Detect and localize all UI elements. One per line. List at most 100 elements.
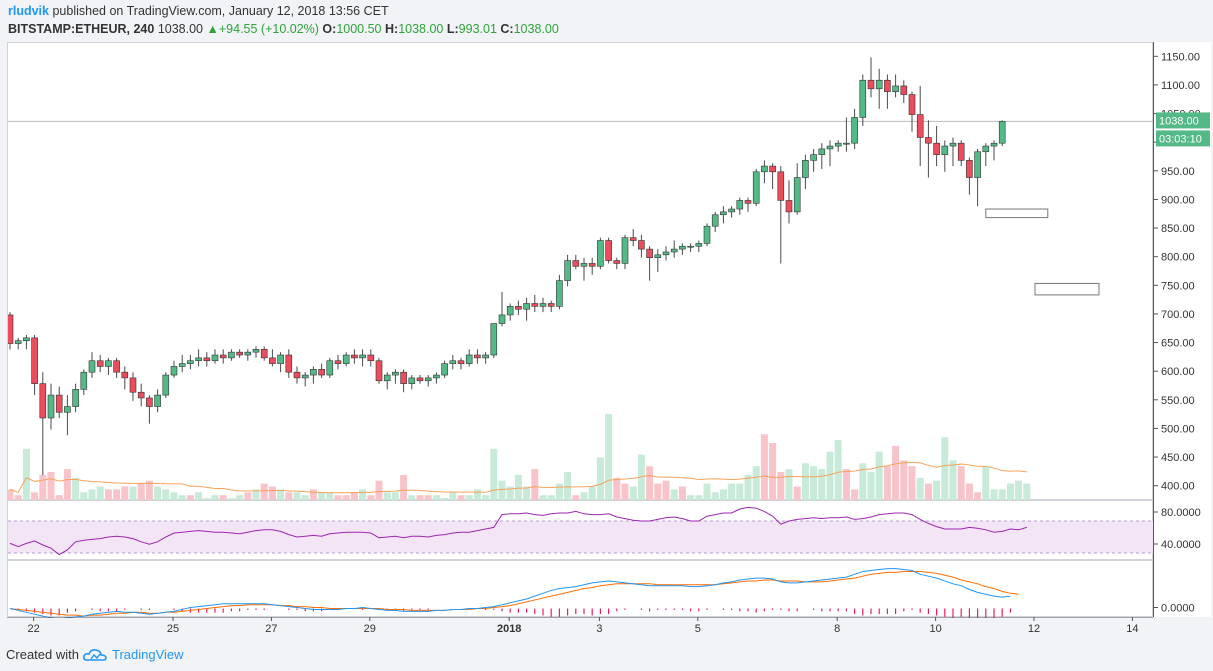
created-with-text: Created with — [6, 647, 79, 662]
volume-bar — [769, 442, 777, 501]
volume-bar — [498, 480, 506, 501]
candle-body — [818, 148, 826, 155]
volume-bar — [621, 483, 629, 501]
volume-bar — [22, 448, 30, 501]
price-pane[interactable] — [7, 42, 1154, 501]
volume-bar — [334, 495, 342, 501]
volume-bar — [473, 489, 481, 501]
candle-body — [170, 366, 178, 376]
volume-bar — [113, 489, 121, 501]
volume-bar — [908, 466, 916, 501]
volume-bar — [416, 495, 424, 501]
close-label: C: — [500, 22, 514, 36]
time-tick-label: 10 — [929, 623, 941, 635]
volume-bar — [375, 480, 383, 501]
volume-bar — [834, 440, 842, 501]
volume-bar — [596, 457, 604, 501]
macd-line — [9, 568, 1011, 618]
candle-body — [941, 145, 949, 155]
candle-body — [326, 360, 334, 376]
candle-body — [506, 306, 514, 316]
tradingview-link[interactable]: TradingView — [112, 647, 184, 662]
volume-bar — [55, 495, 63, 501]
candle-body — [334, 360, 342, 364]
candle-body — [72, 389, 79, 407]
candle-body — [613, 260, 621, 264]
volume-bar — [654, 483, 662, 501]
macd-chart — [9, 568, 1019, 618]
volume-bar — [39, 474, 47, 501]
candle-body — [162, 374, 170, 396]
macd-pane[interactable] — [7, 560, 1153, 618]
volume-bar — [8, 489, 14, 501]
volume-bar — [695, 495, 703, 501]
volume-bar — [350, 492, 358, 501]
price-tick-label: 700.00 — [1161, 309, 1195, 321]
volume-bar — [965, 483, 973, 501]
volume-bar — [178, 495, 186, 501]
close-value: 1038.00 — [513, 22, 559, 36]
candle-body — [703, 225, 711, 244]
volume-bar — [432, 495, 440, 501]
candle-body — [916, 114, 924, 138]
candle-body — [219, 354, 227, 359]
volume-bar — [933, 480, 941, 501]
volume-bar — [121, 486, 129, 501]
candle-body — [228, 351, 235, 359]
candle-body — [900, 85, 908, 95]
countdown-bg — [1156, 130, 1210, 147]
volume-bar — [129, 486, 137, 501]
candle-body — [933, 142, 940, 155]
macd-axis[interactable]: 0.0000 — [1153, 560, 1211, 617]
volume-bar — [547, 495, 555, 501]
candle-body — [826, 145, 834, 150]
open-label: O: — [322, 22, 337, 36]
candle-body — [572, 260, 580, 267]
candle-body — [990, 142, 998, 147]
price-tick-label: 800.00 — [1161, 252, 1195, 264]
candle-body — [884, 79, 891, 92]
time-tick-label: 2018 — [497, 623, 521, 635]
candle-body — [457, 360, 465, 364]
volume-bar — [629, 486, 637, 501]
volume-bar — [72, 477, 80, 501]
volume-bar — [63, 469, 71, 501]
rsi-pane[interactable] — [7, 500, 1154, 560]
volume-bar — [104, 489, 112, 501]
volume-bar — [359, 489, 367, 501]
time-tick-label: 22 — [27, 623, 39, 635]
volume-bar — [14, 495, 22, 501]
candle-body — [785, 200, 793, 213]
candle-body — [531, 303, 539, 307]
volume-bar — [719, 489, 727, 501]
candle-body — [400, 371, 407, 384]
author-link[interactable]: rludvik — [8, 4, 49, 18]
price-axis[interactable]: 1150.001100.001050.001000.00950.00900.00… — [1153, 42, 1211, 500]
time-axis[interactable]: 22 25 27 29 2018 3 5 8 10 12 14 — [7, 617, 1153, 637]
volume-bar — [646, 466, 654, 501]
volume-bar — [531, 469, 539, 501]
rsi-tick-label: 40.0000 — [1161, 539, 1201, 551]
up-arrow-icon: ▲ — [206, 22, 219, 36]
candle-body — [670, 248, 678, 253]
candle-body — [137, 391, 145, 399]
volume-bar — [268, 486, 276, 501]
volume-bar — [211, 495, 219, 501]
candle-body — [424, 377, 432, 382]
volume-bar — [703, 483, 711, 501]
volume-bar — [186, 495, 194, 501]
candle-body — [711, 214, 719, 227]
macd-axis-labels: 0.0000 — [1154, 603, 1195, 615]
candle-body — [23, 337, 30, 341]
volume-bar — [957, 466, 965, 501]
candle-body — [260, 348, 268, 359]
candle-body — [269, 357, 276, 364]
volume-bar — [744, 474, 752, 501]
volume-bar — [424, 495, 432, 501]
rsi-axis[interactable]: 80.0000 40.0000 — [1153, 500, 1211, 560]
time-tick-label: 8 — [834, 623, 840, 635]
volume-bar — [400, 474, 408, 501]
volume-bar — [662, 480, 670, 501]
volume-bar — [539, 495, 547, 501]
volume-bar — [326, 492, 334, 501]
